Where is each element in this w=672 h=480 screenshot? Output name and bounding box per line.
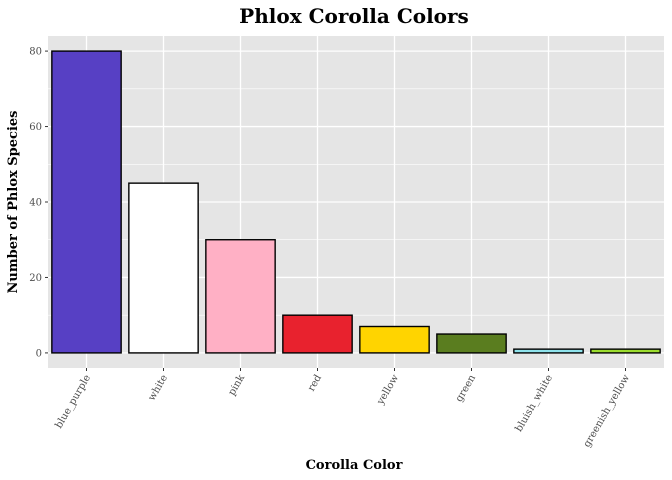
- x-tick-label: blue_purple: [54, 373, 94, 431]
- y-tick-label: 80: [29, 47, 42, 58]
- y-axis-ticks: 0 20 40 60 80: [29, 47, 48, 359]
- bar-green: [436, 333, 507, 354]
- bars: [51, 50, 661, 354]
- bar-blue_purple: [51, 50, 122, 354]
- x-tick-label: green: [454, 373, 479, 404]
- chart-title: Phlox Corolla Colors: [239, 4, 469, 28]
- x-axis-ticks: blue_purple white pink red yellow green bluish…: [54, 368, 633, 450]
- x-tick-label: greenish_yellow: [582, 373, 633, 450]
- bar-greenish_yellow: [590, 348, 661, 354]
- x-tick-label: white: [147, 373, 171, 403]
- x-tick-label: red: [306, 372, 324, 393]
- bar-yellow: [359, 325, 430, 354]
- x-tick-label: pink: [227, 372, 248, 397]
- bar-red: [282, 314, 353, 354]
- bar-pink: [205, 239, 276, 354]
- y-tick-label: 20: [29, 273, 42, 284]
- bar-white: [128, 182, 199, 354]
- x-axis-title: Corolla Color: [306, 458, 403, 473]
- y-axis-title: Number of Phlox Species: [6, 111, 21, 294]
- y-tick-label: 60: [29, 122, 42, 133]
- x-tick-label: yellow: [375, 373, 402, 408]
- bar-bluish_white: [513, 348, 584, 354]
- y-tick-label: 40: [29, 198, 42, 209]
- y-tick-label: 0: [36, 348, 42, 359]
- x-tick-label: bluish_white: [514, 373, 556, 434]
